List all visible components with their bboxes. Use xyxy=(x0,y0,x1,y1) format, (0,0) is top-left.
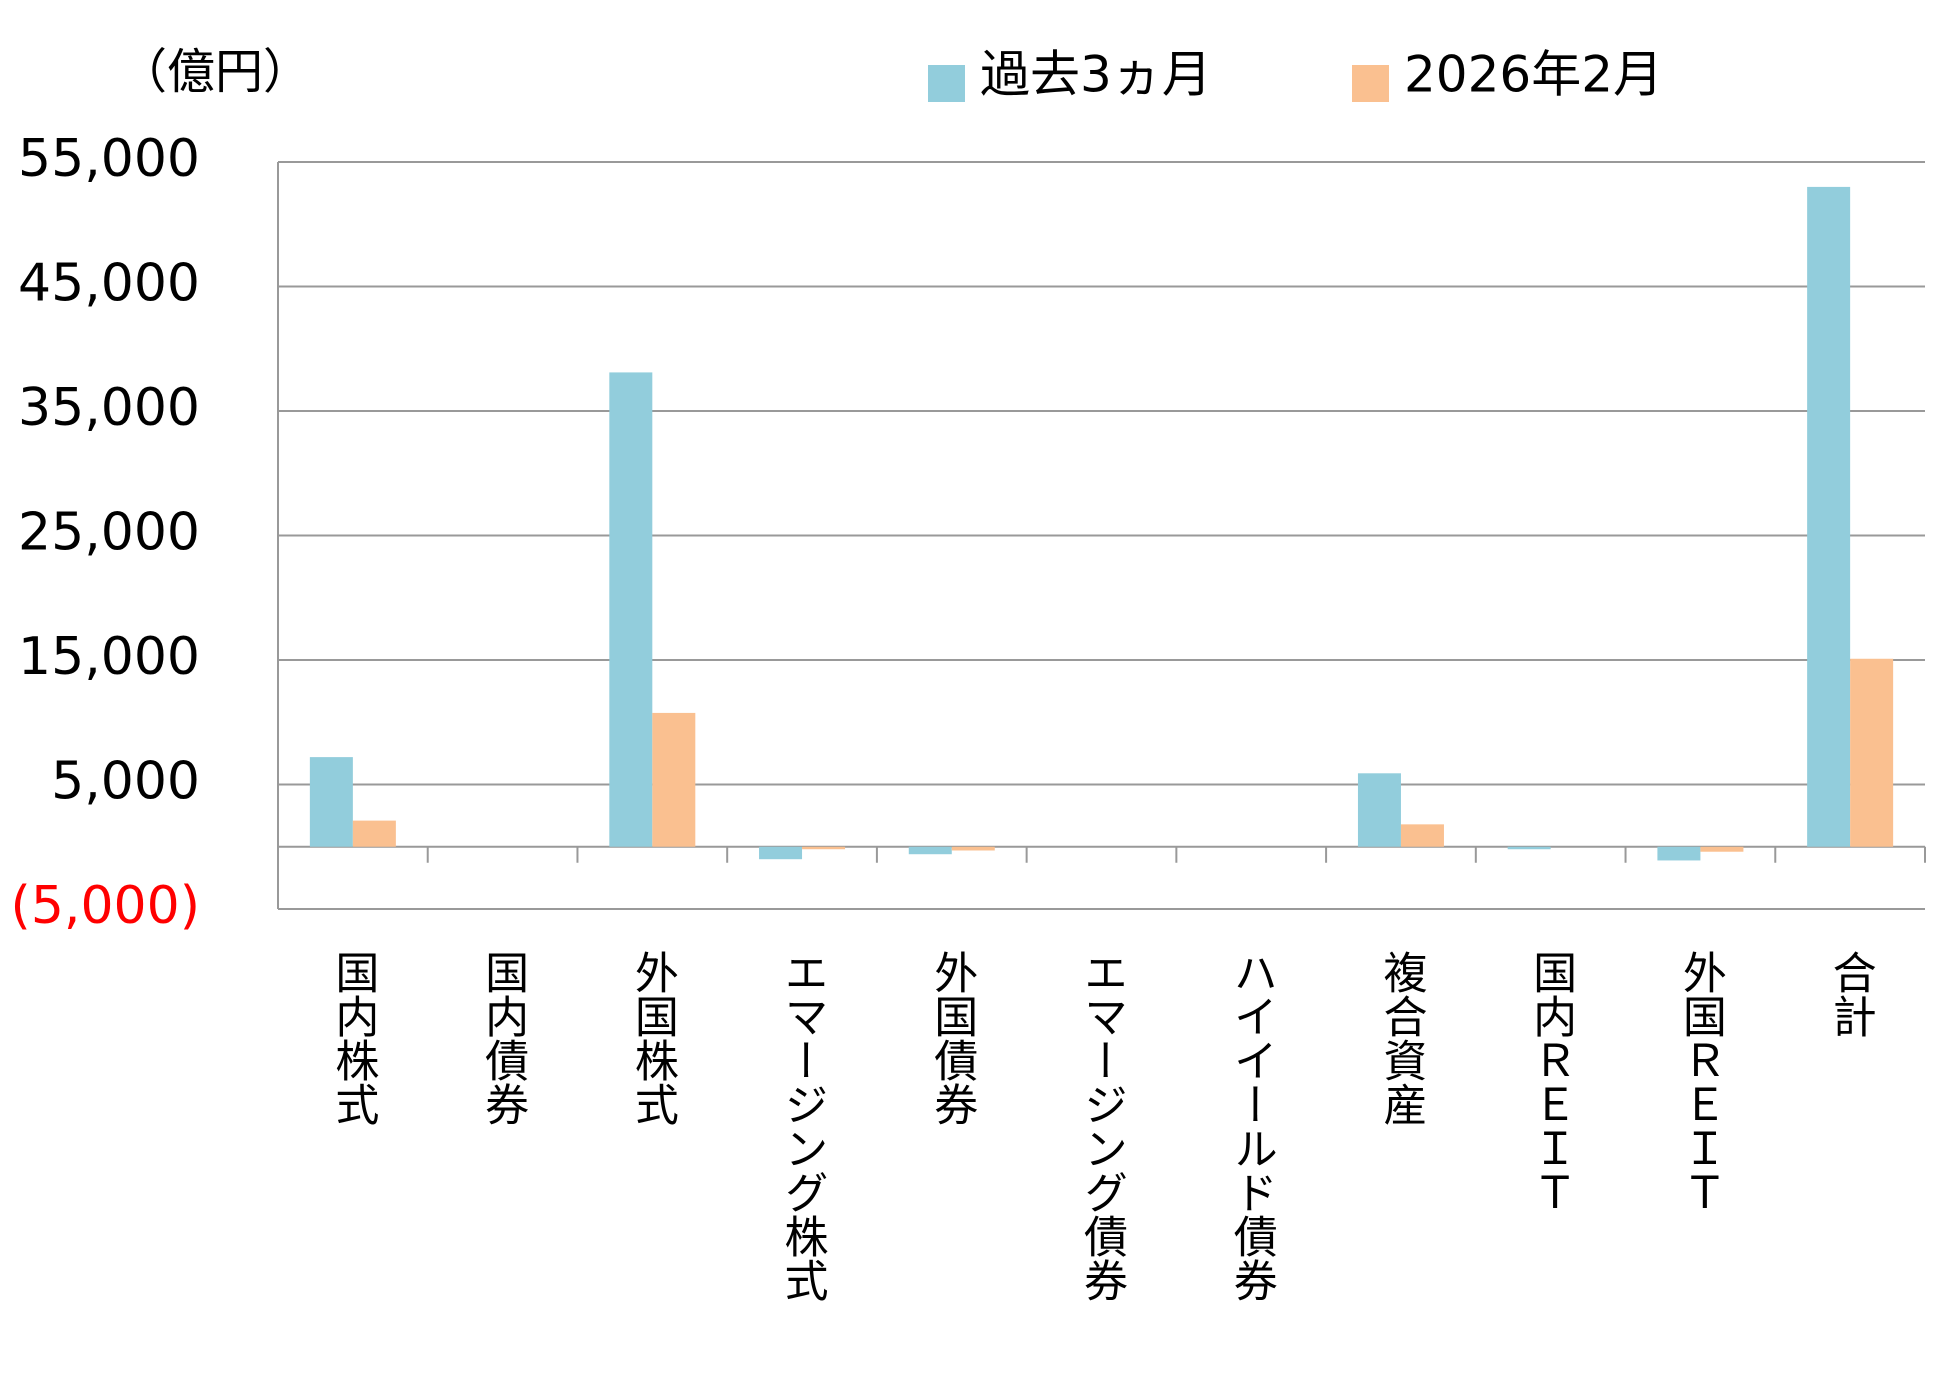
unit-label: （億円） xyxy=(119,44,311,100)
y-tick-label: 15,000 xyxy=(18,627,200,687)
x-tick-label: 複合資産 xyxy=(1375,950,1426,1126)
x-tick-label: 外国ＲＥＩＴ xyxy=(1675,950,1726,1214)
bar xyxy=(352,820,396,847)
x-tick-label: 国内ＲＥＩＴ xyxy=(1525,950,1576,1214)
y-tick-label: 5,000 xyxy=(51,752,200,812)
x-tick-label: 国内株式 xyxy=(327,950,378,1126)
legend-label: 2026年2月 xyxy=(1404,46,1663,104)
y-tick-label: (5,000) xyxy=(11,876,200,936)
bar xyxy=(1507,846,1551,850)
x-tick-label: 合計 xyxy=(1825,950,1876,1038)
bar xyxy=(652,712,696,847)
bar xyxy=(951,846,995,851)
legend-swatch xyxy=(1352,65,1389,102)
bar xyxy=(802,846,846,850)
x-tick-label: ハイイールド債券 xyxy=(1226,950,1278,1302)
y-tick-label: 55,000 xyxy=(18,129,200,189)
bar xyxy=(1357,773,1401,847)
bar xyxy=(908,846,952,855)
x-tick-label: エマージング株式 xyxy=(777,950,828,1302)
x-tick-label: エマージング債券 xyxy=(1076,950,1128,1302)
bar xyxy=(1657,846,1701,861)
x-tick-label: 外国債券 xyxy=(926,950,978,1126)
x-tick-label: 国内債券 xyxy=(477,950,529,1126)
bar xyxy=(1807,186,1851,847)
bar xyxy=(1850,658,1894,847)
bar xyxy=(609,372,653,847)
bar xyxy=(1700,846,1744,852)
bar xyxy=(309,757,353,847)
y-tick-label: 45,000 xyxy=(18,254,200,314)
bar xyxy=(759,846,803,860)
legend-label: 過去3ヵ月 xyxy=(980,46,1212,104)
x-tick-label: 外国株式 xyxy=(627,950,678,1126)
y-tick-label: 25,000 xyxy=(18,503,200,563)
legend-swatch xyxy=(928,65,965,102)
bar xyxy=(1400,824,1444,847)
y-tick-label: 35,000 xyxy=(18,378,200,438)
